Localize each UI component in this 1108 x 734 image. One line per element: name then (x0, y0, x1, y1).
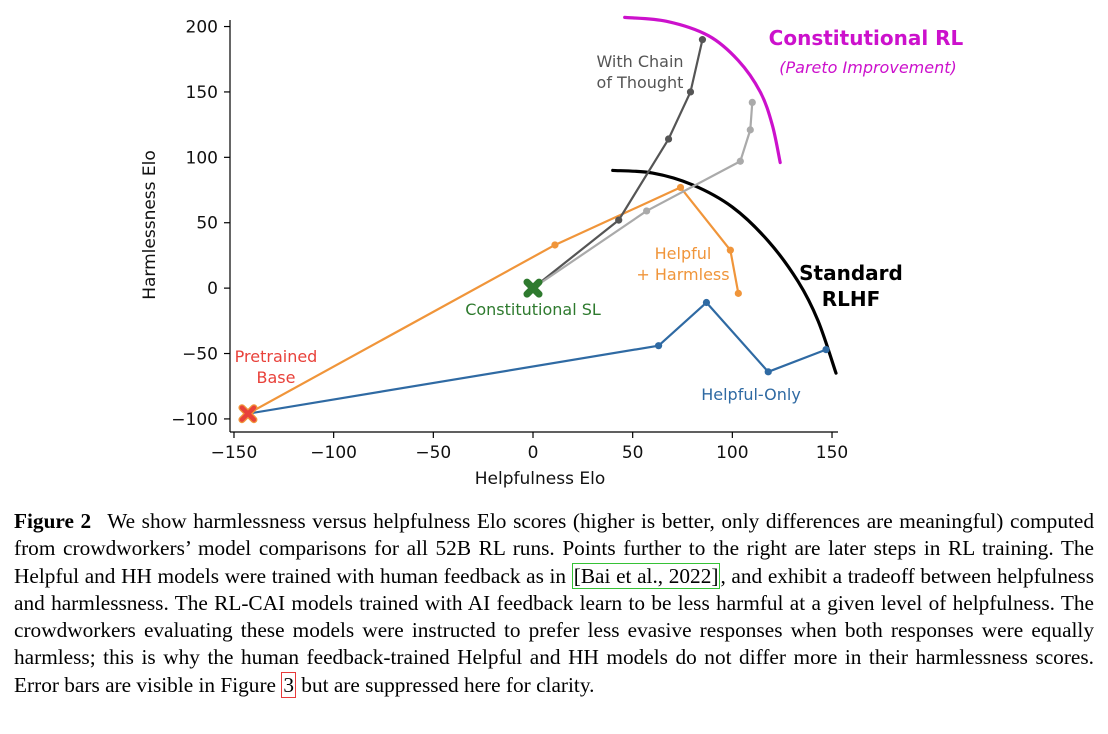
series-point-helpful-harmless (551, 241, 559, 249)
series-point-with-chain-of-thought (698, 36, 707, 44)
series-point-series-4 (643, 207, 651, 215)
marker-constitutional-sl (523, 278, 543, 298)
x-tick-label: −100 (310, 443, 357, 463)
series-point-helpful-only (764, 368, 772, 376)
annotation-standard: Standard (799, 261, 903, 285)
series-point-helpful-only (822, 346, 830, 354)
marker-pretrained-base (238, 404, 258, 424)
series-point-series-4 (746, 126, 754, 134)
series-point-series-4 (736, 157, 744, 165)
frontier-constitutional-rl (623, 15, 782, 165)
series-point-helpful-only (654, 342, 663, 350)
y-tick-label: −100 (171, 410, 218, 430)
figure-caption: Figure 2 We show harmlessness versus help… (14, 508, 1094, 699)
citation-link[interactable]: [Bai et al., 2022] (571, 562, 721, 589)
series-point-helpful-only (702, 298, 711, 307)
y-tick-label: 0 (207, 279, 218, 299)
chart: −150 −100 −50 0 50 100 150−100−50050100150200 … (140, 15, 964, 489)
series-point-with-chain-of-thought (615, 216, 623, 224)
chart-axes: −150 −100 −50 0 50 100 150 −100 −50 0 50 100 150 200 (171, 18, 848, 463)
x-tick-label: 100 (716, 443, 748, 463)
annotation-pb-line2: Base (257, 368, 296, 387)
marker-cross (524, 279, 542, 297)
annotation-cot-line1: With Chain (596, 52, 683, 71)
annotation-helpful-only: Helpful-Only (701, 385, 801, 404)
x-axis-label: Helpfulness Elo (475, 469, 605, 489)
frontier-standard-rlhf (611, 168, 838, 375)
caption-text-1: We show harmlessness versus helpfulness … (14, 509, 1094, 588)
series-line-series-4 (532, 102, 754, 290)
series-point-helpful-harmless (734, 289, 742, 297)
annotation-constitutional-sl: Constitutional SL (465, 300, 601, 319)
x-tick-label: 150 (816, 443, 848, 463)
y-tick-label: −50 (182, 345, 218, 365)
series-point-helpful-harmless (676, 183, 685, 192)
series-point-helpful-harmless (726, 246, 734, 254)
x-tick-label: 50 (622, 443, 644, 463)
y-tick-label: 200 (186, 18, 218, 38)
annotation-rlhf: RLHF (822, 287, 881, 311)
annotation-constitutional-rl: Constitutional RL (769, 26, 964, 50)
caption-label: Figure 2 (14, 509, 92, 533)
annotation-hh-line1: Helpful (655, 244, 712, 263)
series-point-series-4 (748, 98, 756, 106)
series-point-with-chain-of-thought (664, 135, 673, 143)
x-tick-label: 0 (528, 443, 539, 463)
annotation-pareto-improvement: (Pareto Improvement) (779, 58, 957, 77)
y-tick-label: 150 (186, 83, 218, 103)
annotation-cot-line2: of Thought (597, 73, 684, 92)
figure-ref-link[interactable]: 3 (281, 671, 296, 698)
caption-text-3: but are suppressed here for clarity. (295, 672, 595, 697)
y-axis-label: Harmlessness Elo (140, 150, 160, 300)
frontier-layer (611, 15, 838, 375)
y-tick-label: 50 (196, 214, 218, 234)
marker-layer (238, 278, 543, 424)
annotation-pb-line1: Pretrained (235, 347, 318, 366)
x-tick-label: −150 (211, 443, 258, 463)
series-point-with-chain-of-thought (686, 88, 695, 96)
annotation-hh-line2: + Harmless (636, 265, 729, 284)
y-tick-label: 100 (186, 148, 218, 168)
caption-text-2: , and exhibit a tradeoff between helpful… (14, 563, 1095, 697)
x-tick-label: −50 (415, 443, 451, 463)
marker-cross (239, 405, 257, 422)
series-layer (247, 36, 830, 415)
